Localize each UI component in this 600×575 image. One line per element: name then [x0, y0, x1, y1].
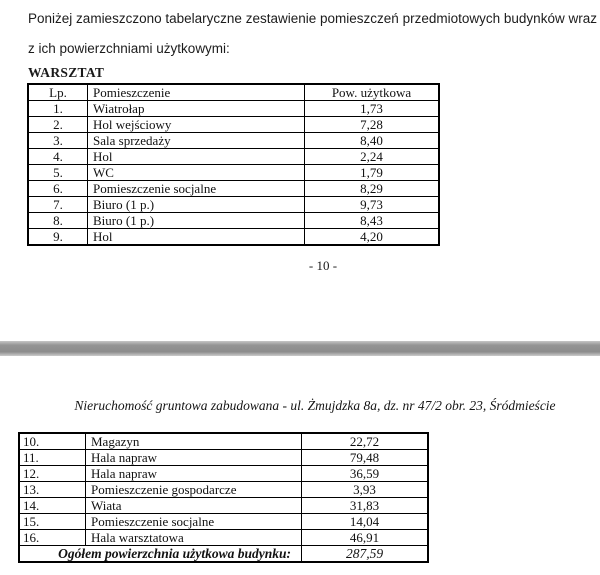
lp-cell: 4. — [27, 148, 88, 165]
table-row: 5. WC 1,79 — [27, 164, 440, 181]
area-cell: 79,48 — [301, 449, 429, 466]
lp-cell: 5. — [27, 164, 88, 181]
lp-cell: 9. — [27, 228, 88, 246]
room-cell: Wiata — [85, 497, 302, 514]
rooms-table-warsztat: Lp. Pomieszczenie Pow. użytkowa 1. Wiatr… — [27, 83, 440, 246]
table-total-row: Ogółem powierzchnia użytkowa budynku: 28… — [18, 545, 429, 563]
area-cell: 22,72 — [301, 432, 429, 450]
table-header-row: Lp. Pomieszczenie Pow. użytkowa — [27, 83, 440, 101]
total-value-cell: 287,59 — [301, 545, 429, 563]
lp-cell: 3. — [27, 132, 88, 149]
table-row: 14. Wiata 31,83 — [18, 497, 429, 514]
room-cell: Hala napraw — [85, 449, 302, 466]
header-area: Pow. użytkowa — [304, 83, 440, 101]
section-title-warsztat: WARSZTAT — [28, 65, 105, 80]
room-cell: Wiatrołap — [87, 100, 305, 117]
area-cell: 1,79 — [304, 164, 440, 181]
table-row: 10. Magazyn 22,72 — [18, 432, 429, 450]
room-cell: Hol — [87, 148, 305, 165]
table-row: 12. Hala napraw 36,59 — [18, 465, 429, 482]
area-cell: 14,04 — [301, 513, 429, 530]
table-row: 2. Hol wejściowy 7,28 — [27, 116, 440, 133]
table-row: 4. Hol 2,24 — [27, 148, 440, 165]
lp-cell: 2. — [27, 116, 88, 133]
room-cell: Biuro (1 p.) — [87, 196, 305, 213]
lp-cell: 15. — [18, 513, 86, 530]
lp-cell: 12. — [18, 465, 86, 482]
area-cell: 4,20 — [304, 228, 440, 246]
intro-line-2: z ich powierzchniami użytkowymi: — [28, 41, 230, 56]
table-row: 8. Biuro (1 p.) 8,43 — [27, 212, 440, 229]
rooms-table-continued: 10. Magazyn 22,72 11. Hala napraw 79,48 … — [18, 432, 429, 563]
area-cell: 7,28 — [304, 116, 440, 133]
area-cell: 8,29 — [304, 180, 440, 197]
room-cell: WC — [87, 164, 305, 181]
room-cell: Sala sprzedaży — [87, 132, 305, 149]
room-cell: Biuro (1 p.) — [87, 212, 305, 229]
table-row: 7. Biuro (1 p.) 9,73 — [27, 196, 440, 213]
lp-cell: 11. — [18, 449, 86, 466]
lp-cell: 16. — [18, 529, 86, 546]
area-cell: 1,73 — [304, 100, 440, 117]
room-cell: Hala napraw — [85, 465, 302, 482]
lp-cell: 1. — [27, 100, 88, 117]
header-lp: Lp. — [27, 83, 88, 101]
room-cell: Pomieszczenie socjalne — [87, 180, 305, 197]
lp-cell: 14. — [18, 497, 86, 514]
lp-cell: 7. — [27, 196, 88, 213]
header-room: Pomieszczenie — [87, 83, 305, 101]
intro-paragraph: Poniżej zamieszczono tabelaryczne zestaw… — [28, 4, 597, 64]
room-cell: Magazyn — [85, 432, 302, 450]
room-cell: Pomieszczenie gospodarcze — [85, 481, 302, 498]
area-cell: 8,40 — [304, 132, 440, 149]
property-caption: Nieruchomość gruntowa zabudowana - ul. Ż… — [74, 398, 556, 413]
area-cell: 9,73 — [304, 196, 440, 213]
area-cell: 46,91 — [301, 529, 429, 546]
table-row: 15. Pomieszczenie socjalne 14,04 — [18, 513, 429, 530]
lp-cell: 13. — [18, 481, 86, 498]
lp-cell: 10. — [18, 432, 86, 450]
intro-line-1: Poniżej zamieszczono tabelaryczne zestaw… — [28, 11, 597, 26]
page-break-divider — [0, 341, 600, 356]
room-cell: Hala warsztatowa — [85, 529, 302, 546]
page-number: - 10 - — [308, 258, 338, 273]
lp-cell: 6. — [27, 180, 88, 197]
area-cell: 8,43 — [304, 212, 440, 229]
table-row: 1. Wiatrołap 1,73 — [27, 100, 440, 117]
table-row: 3. Sala sprzedaży 8,40 — [27, 132, 440, 149]
room-cell: Hol wejściowy — [87, 116, 305, 133]
room-cell: Hol — [87, 228, 305, 246]
room-cell: Pomieszczenie socjalne — [85, 513, 302, 530]
table-row: 6. Pomieszczenie socjalne 8,29 — [27, 180, 440, 197]
table-row: 11. Hala napraw 79,48 — [18, 449, 429, 466]
lp-cell: 8. — [27, 212, 88, 229]
table-row: 13. Pomieszczenie gospodarcze 3,93 — [18, 481, 429, 498]
area-cell: 31,83 — [301, 497, 429, 514]
area-cell: 2,24 — [304, 148, 440, 165]
table-row: 9. Hol 4,20 — [27, 228, 440, 246]
area-cell: 36,59 — [301, 465, 429, 482]
total-label-cell: Ogółem powierzchnia użytkowa budynku: — [18, 545, 302, 563]
area-cell: 3,93 — [301, 481, 429, 498]
table-row: 16. Hala warsztatowa 46,91 — [18, 529, 429, 546]
